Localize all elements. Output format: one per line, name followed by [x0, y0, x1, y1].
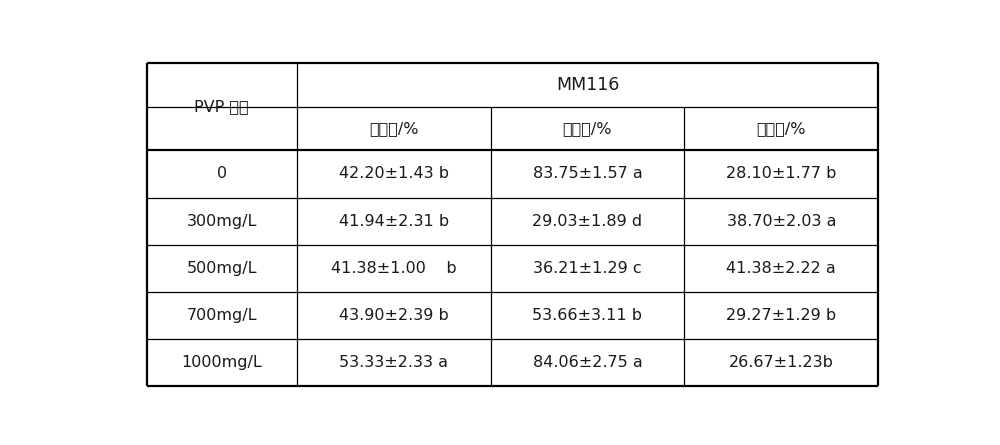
- Text: 41.38±1.00    b: 41.38±1.00 b: [331, 261, 456, 276]
- Text: 成活率/%: 成活率/%: [757, 121, 806, 136]
- Text: PVP 浓度: PVP 浓度: [194, 99, 249, 114]
- Text: 26.67±1.23b: 26.67±1.23b: [729, 356, 834, 370]
- Text: 28.10±1.77 b: 28.10±1.77 b: [726, 166, 837, 182]
- Text: 0: 0: [217, 166, 227, 182]
- Text: 53.66±3.11 b: 53.66±3.11 b: [532, 308, 642, 323]
- Text: 41.94±2.31 b: 41.94±2.31 b: [339, 214, 449, 229]
- Text: MM116: MM116: [556, 76, 619, 94]
- Text: 53.33±2.33 a: 53.33±2.33 a: [339, 356, 448, 370]
- Text: 29.03±1.89 d: 29.03±1.89 d: [532, 214, 643, 229]
- Text: 84.06±2.75 a: 84.06±2.75 a: [533, 356, 642, 370]
- Text: 41.38±2.22 a: 41.38±2.22 a: [726, 261, 836, 276]
- Text: 29.27±1.29 b: 29.27±1.29 b: [726, 308, 836, 323]
- Text: 43.90±2.39 b: 43.90±2.39 b: [339, 308, 448, 323]
- Text: 500mg/L: 500mg/L: [186, 261, 257, 276]
- Text: 1000mg/L: 1000mg/L: [181, 356, 262, 370]
- Text: 褐化率/%: 褐化率/%: [563, 121, 612, 136]
- Text: 38.70±2.03 a: 38.70±2.03 a: [727, 214, 836, 229]
- Text: 36.21±1.29 c: 36.21±1.29 c: [533, 261, 642, 276]
- Text: 300mg/L: 300mg/L: [187, 214, 257, 229]
- Text: 83.75±1.57 a: 83.75±1.57 a: [533, 166, 642, 182]
- Text: 700mg/L: 700mg/L: [186, 308, 257, 323]
- Text: 42.20±1.43 b: 42.20±1.43 b: [339, 166, 449, 182]
- Text: 污染率/%: 污染率/%: [369, 121, 418, 136]
